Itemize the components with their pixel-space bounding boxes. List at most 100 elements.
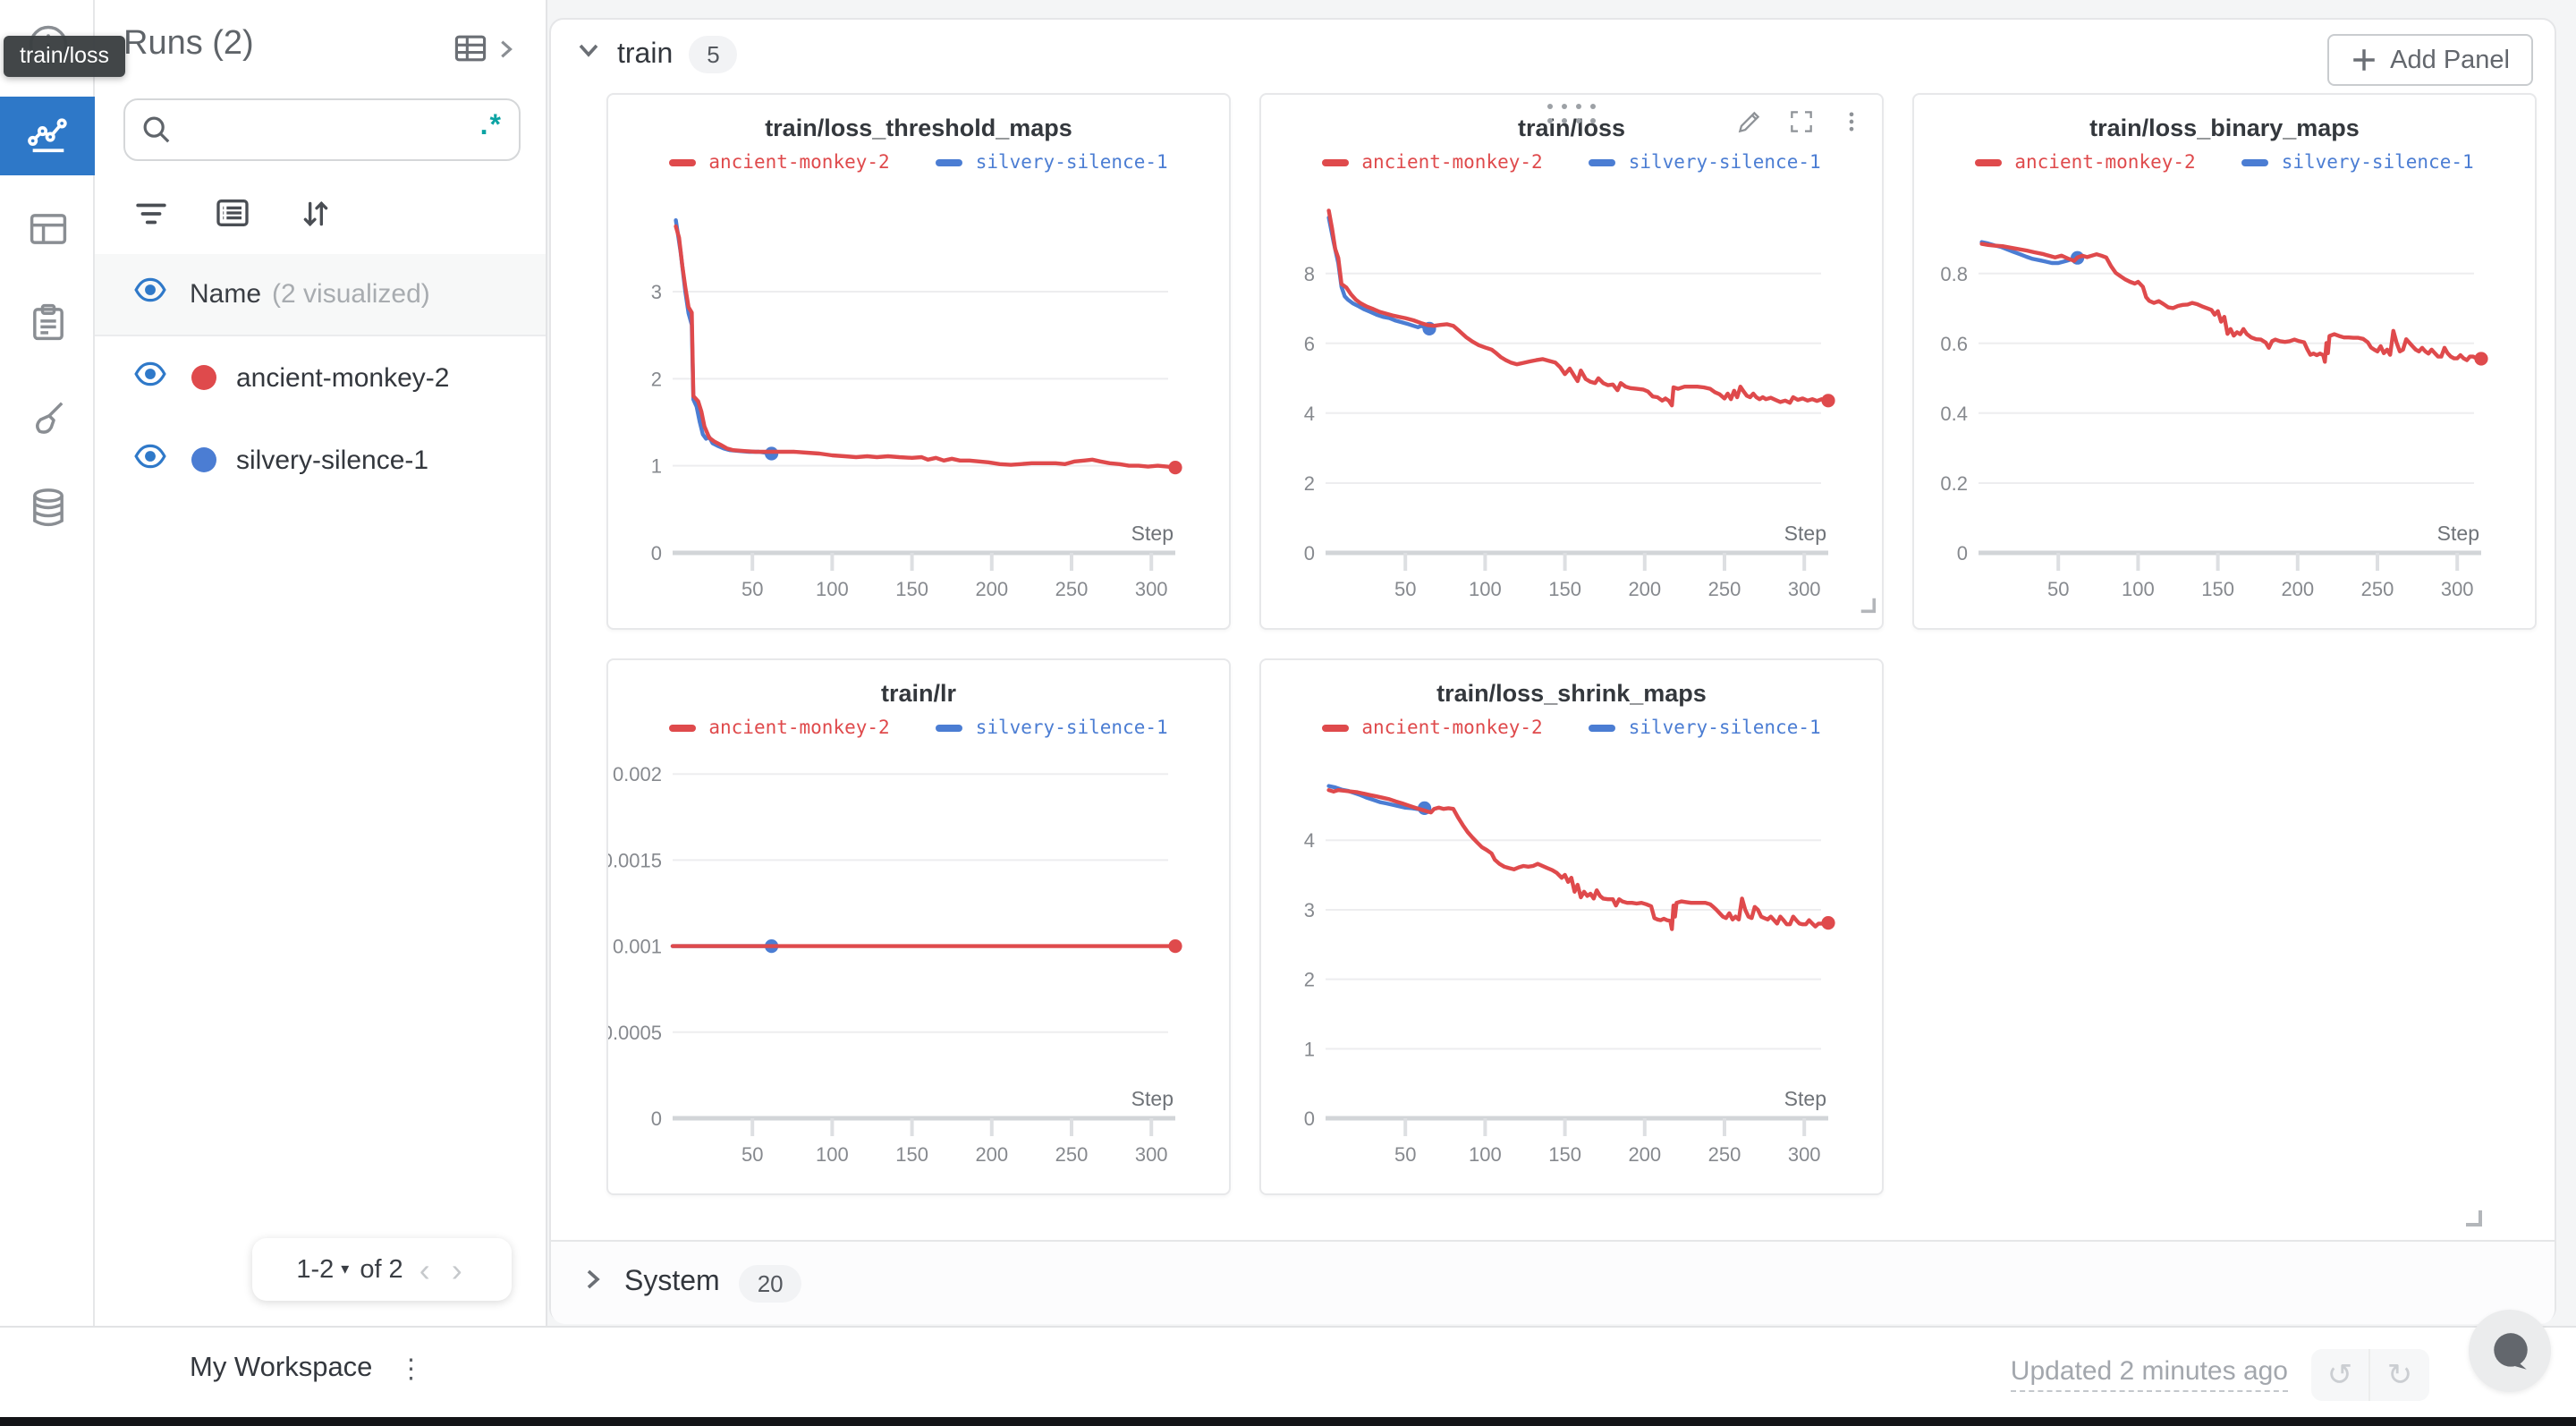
train-section-chevron-icon[interactable] xyxy=(576,38,601,72)
legend-swatch xyxy=(1589,159,1616,166)
chat-support-button[interactable] xyxy=(2469,1310,2551,1392)
run-row[interactable]: ancient-monkey-2 xyxy=(95,336,546,419)
run-row[interactable]: silvery-silence-1 xyxy=(95,419,546,501)
line-chart-plot[interactable]: 0 0.0005 0.001 0.0015 0.002 50 100 150 200 250 300… xyxy=(608,753,1233,1186)
section-resize-handle-icon[interactable] xyxy=(2463,1204,2483,1236)
panel-menu-kebab-icon[interactable] xyxy=(1839,107,1864,145)
edit-panel-pencil-icon[interactable] xyxy=(1735,107,1764,145)
svg-text:0.2: 0.2 xyxy=(1940,472,1968,495)
legend-label: ancient-monkey-2 xyxy=(708,717,890,739)
svg-text:50: 50 xyxy=(1394,1143,1416,1166)
sweep-brush-icon[interactable] xyxy=(0,379,95,458)
run-color-dot xyxy=(191,365,216,390)
svg-text:0.6: 0.6 xyxy=(1940,333,1968,355)
legend-entry: silvery-silence-1 xyxy=(936,717,1168,739)
runs-list: ancient-monkey-2 silvery-silence-1 xyxy=(95,336,546,501)
page-prev-icon[interactable]: ‹ xyxy=(419,1252,430,1287)
group-list-icon[interactable] xyxy=(213,193,252,233)
svg-text:150: 150 xyxy=(1548,578,1581,600)
line-chart-plot[interactable]: 0 2 4 6 8 50 100 150 200 250 300 Step xyxy=(1261,188,1885,621)
svg-text:150: 150 xyxy=(895,1143,928,1166)
panel-train-lr[interactable]: train/lr ancient-monkey-2 silvery-silence-… xyxy=(606,658,1231,1195)
line-chart-plot[interactable]: 0 1 2 3 4 50 100 150 200 250 300 Step xyxy=(1261,753,1885,1186)
train-section-title[interactable]: train xyxy=(617,38,674,69)
svg-text:4: 4 xyxy=(1304,829,1315,852)
panel-section-card: train 5 Add Panel train/loss_threshold_m… xyxy=(549,18,2556,1324)
expand-table-chevron-icon[interactable] xyxy=(494,37,517,69)
legend-swatch xyxy=(669,725,697,732)
svg-text:150: 150 xyxy=(2201,578,2234,600)
line-chart-plot[interactable]: 0 1 2 3 50 100 150 200 250 300 Step xyxy=(608,188,1233,621)
legend-entry: silvery-silence-1 xyxy=(1589,152,1821,174)
svg-text:0: 0 xyxy=(651,1108,662,1130)
panel-train-loss-binary-maps[interactable]: train/loss_binary_maps ancient-monkey-2 si… xyxy=(1912,93,2537,630)
visibility-eye-icon[interactable] xyxy=(134,443,166,477)
chat-bubble-icon xyxy=(2493,1332,2527,1369)
visibility-all-eye-icon[interactable] xyxy=(134,277,166,311)
filter-icon[interactable] xyxy=(131,193,170,233)
panel-resize-handle-icon[interactable] xyxy=(1859,590,1877,623)
panels-layout-icon[interactable] xyxy=(0,190,95,268)
runs-column-name: Name xyxy=(190,279,262,310)
system-panel-count-badge: 20 xyxy=(739,1264,801,1302)
workspace-menu-kebab-icon[interactable]: ⋮ xyxy=(397,1354,425,1385)
svg-text:300: 300 xyxy=(1788,1143,1821,1166)
svg-text:0: 0 xyxy=(1957,542,1968,564)
panel-train-loss[interactable]: train/loss ancient-monkey-2 silvery-silenc… xyxy=(1259,93,1884,630)
svg-text:Step: Step xyxy=(1784,1087,1826,1110)
visibility-eye-icon[interactable] xyxy=(134,361,166,395)
panel-train-loss-threshold-maps[interactable]: train/loss_threshold_maps ancient-monkey-… xyxy=(606,93,1231,630)
legend-swatch xyxy=(1589,725,1616,732)
svg-text:100: 100 xyxy=(816,1143,849,1166)
runs-list-header[interactable]: Name (2 visualized) xyxy=(95,254,546,336)
legend-entry: silvery-silence-1 xyxy=(1589,717,1821,739)
svg-text:0: 0 xyxy=(1304,542,1315,564)
svg-text:100: 100 xyxy=(2122,578,2155,600)
legend-swatch xyxy=(669,159,697,166)
system-section-row[interactable]: System 20 xyxy=(551,1240,2555,1324)
artifacts-database-icon[interactable] xyxy=(0,469,95,547)
regex-toggle-icon[interactable]: .* xyxy=(479,110,503,140)
page-next-icon[interactable]: › xyxy=(451,1252,462,1287)
workspace-title[interactable]: My Workspace xyxy=(190,1353,373,1383)
panel-drag-handle-icon[interactable] xyxy=(1546,104,1597,125)
panel-legend: ancient-monkey-2 silvery-silence-1 xyxy=(608,717,1229,739)
line-chart-plot[interactable]: 0 0.2 0.4 0.6 0.8 50 100 150 200 250 300 Step xyxy=(1914,188,2538,621)
undo-button[interactable]: ↺ xyxy=(2311,1349,2370,1401)
pagination-range[interactable]: 1-2 xyxy=(296,1255,335,1284)
runs-table-icon[interactable] xyxy=(451,29,490,77)
sort-icon[interactable] xyxy=(295,193,335,233)
svg-text:250: 250 xyxy=(1055,578,1089,600)
system-section-chevron-icon[interactable] xyxy=(580,1266,605,1300)
svg-text:1: 1 xyxy=(651,455,662,478)
panel-title: train/lr xyxy=(880,680,956,707)
system-section-title[interactable]: System xyxy=(624,1267,720,1297)
svg-text:0.4: 0.4 xyxy=(1940,403,1968,425)
window-bottom-strip xyxy=(0,1417,2576,1426)
fullscreen-icon[interactable] xyxy=(1787,107,1816,145)
charts-workspace-icon[interactable] xyxy=(0,97,95,175)
pagination-caret-icon: ▾ xyxy=(341,1260,350,1277)
legend-label: silvery-silence-1 xyxy=(2281,152,2474,174)
svg-text:250: 250 xyxy=(1708,578,1741,600)
svg-text:4: 4 xyxy=(1304,403,1315,425)
search-input[interactable] xyxy=(184,114,480,146)
run-name[interactable]: silvery-silence-1 xyxy=(236,445,429,475)
svg-text:2: 2 xyxy=(651,368,662,390)
panel-grid: train/loss_threshold_maps ancient-monkey-… xyxy=(551,20,2555,1236)
legend-label: silvery-silence-1 xyxy=(1628,717,1821,739)
svg-text:50: 50 xyxy=(741,578,763,600)
add-panel-button[interactable]: Add Panel xyxy=(2327,34,2533,86)
panel-legend: ancient-monkey-2 silvery-silence-1 xyxy=(608,152,1229,174)
svg-text:250: 250 xyxy=(1708,1143,1741,1166)
left-nav-rail xyxy=(0,0,95,1326)
svg-text:250: 250 xyxy=(1055,1143,1089,1166)
pagination-control[interactable]: 1-2 ▾ of 2 ‹ › xyxy=(252,1238,512,1301)
clipboard-icon[interactable] xyxy=(0,283,95,361)
legend-label: ancient-monkey-2 xyxy=(2014,152,2196,174)
legend-entry: ancient-monkey-2 xyxy=(1975,152,2196,174)
legend-entry: silvery-silence-1 xyxy=(2241,152,2474,174)
panel-train-loss-shrink-maps[interactable]: train/loss_shrink_maps ancient-monkey-2 si… xyxy=(1259,658,1884,1195)
run-name[interactable]: ancient-monkey-2 xyxy=(236,362,450,393)
redo-button[interactable]: ↻ xyxy=(2386,1357,2413,1393)
